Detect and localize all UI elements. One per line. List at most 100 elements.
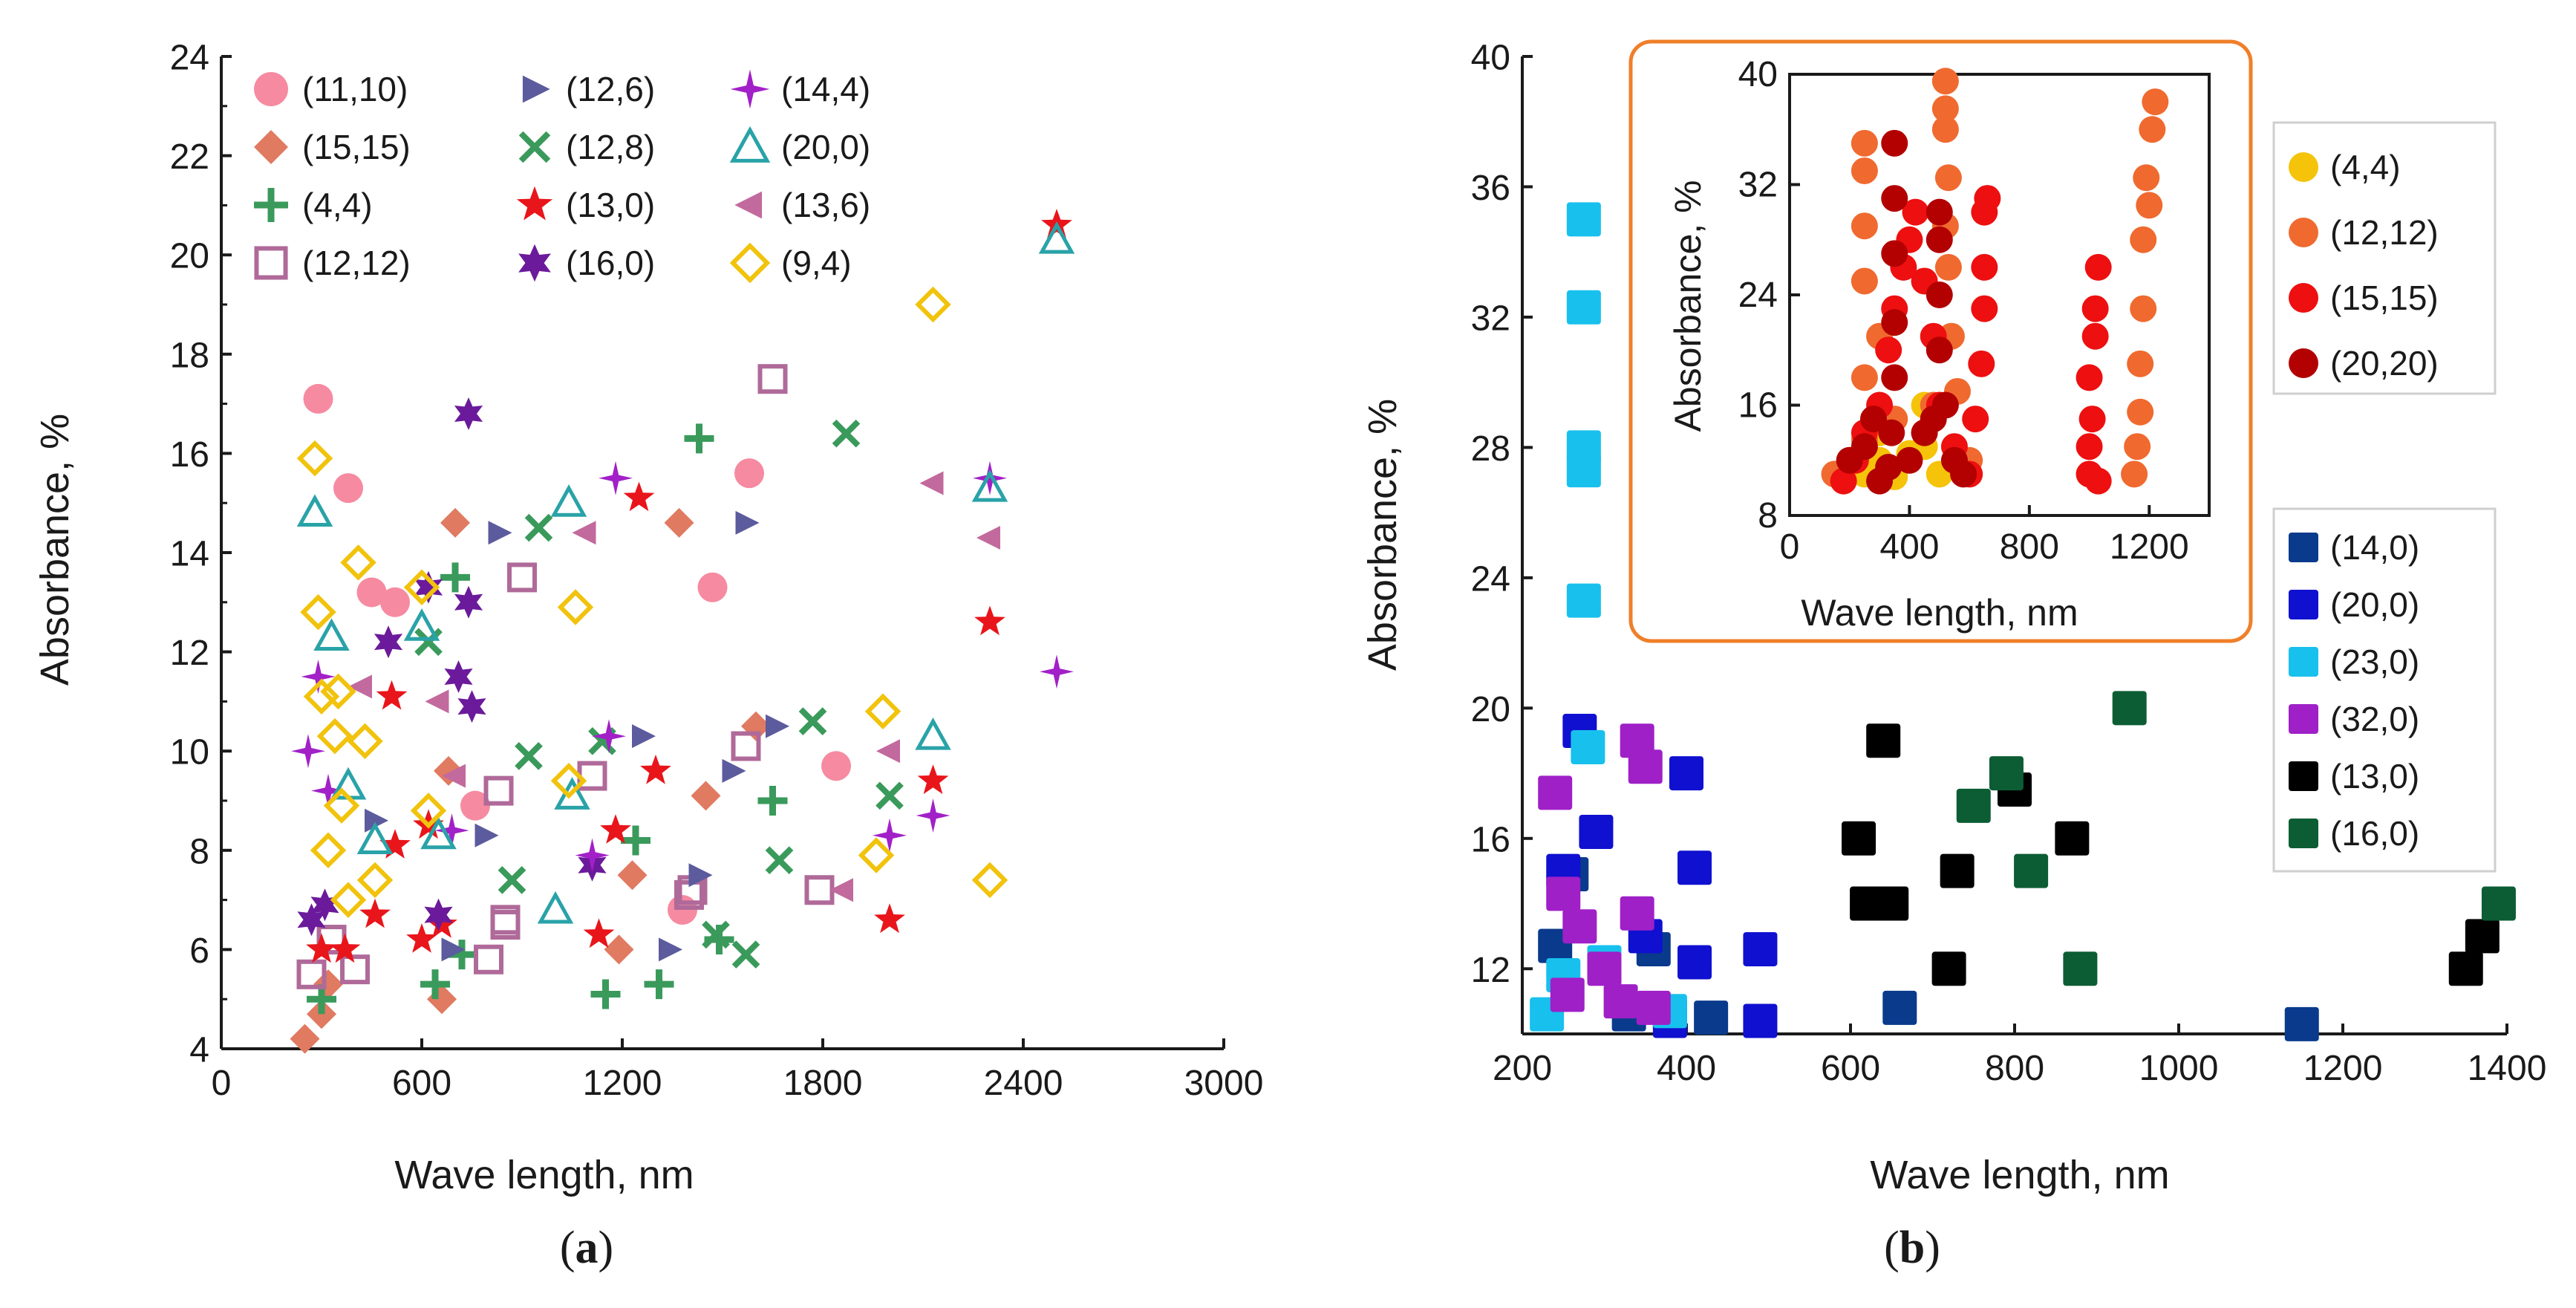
panel-a-legend-label-12-8: (12,8): [566, 128, 655, 166]
panel-a-point-14-4: [592, 719, 626, 754]
panel-a-y-tick-label: 8: [189, 832, 209, 871]
inset-point-12-12: [2127, 398, 2154, 426]
inset-point-20-20: [1881, 309, 1908, 336]
inset-point-15-15: [2084, 467, 2112, 495]
panel-a-point-14-4: [434, 813, 469, 848]
panel-a-legend-marker-12-12: [254, 246, 288, 280]
panel-a-point-15-15: [617, 860, 648, 891]
panel-a-point-12-8: [731, 940, 760, 969]
panel-a-x-tick-label: 3000: [1184, 1064, 1264, 1103]
panel-a-point-16-0: [310, 888, 339, 922]
panel-b-y-tick-label: 32: [1471, 299, 1510, 338]
panel-a-point-4-4: [440, 562, 470, 593]
inset-legend-label-20-20: (20,20): [2330, 344, 2439, 383]
inset-point-12-12: [2130, 295, 2157, 322]
panel-a-point-4-4: [757, 786, 788, 816]
inset-y-tick-label: 8: [1758, 496, 1778, 536]
panel-a-point-9-4: [310, 832, 347, 869]
inset-point-12-12: [2139, 116, 2166, 143]
panel-a-point-16-0: [444, 660, 473, 693]
panel-a-point-13-6: [572, 521, 596, 545]
inset-point-12-12: [1931, 68, 1959, 95]
panel-a-y-tick-label: 14: [170, 535, 209, 574]
panel-a-point-12-6: [441, 937, 466, 962]
inset-point-15-15: [1962, 406, 1989, 433]
panel-a-y-tick-label: 24: [170, 39, 209, 78]
inset-legend-label-15-15: (15,15): [2330, 279, 2439, 317]
panel-b-legend-label-16-0: (16,0): [2330, 814, 2419, 853]
panel-a-point-9-4: [303, 678, 340, 715]
panel-a-point-13-0: [874, 903, 905, 934]
panel-b-y-tick-label: 16: [1471, 820, 1510, 859]
panel-b-y-tick-label: 20: [1471, 690, 1510, 729]
panel-a-point-13-0: [406, 923, 437, 953]
panel-a-point-13-0: [600, 814, 631, 844]
panel-a-point-20-0: [356, 821, 394, 854]
panel-a-point-4-4: [684, 423, 714, 454]
panel-b-y-tick-label: 12: [1471, 951, 1510, 990]
panel-b-y-tick-label: 40: [1471, 39, 1510, 78]
panel-b-point-20-0: [1579, 815, 1614, 850]
panel-a-point-11-10: [697, 572, 728, 602]
panel-a-legend-marker-16-0: [518, 244, 551, 282]
panel-b-point-13-0: [1866, 723, 1901, 758]
panel-a-point-9-4: [864, 693, 901, 730]
inset-point-12-12: [1851, 129, 1878, 157]
panel-a-point-4-4: [307, 984, 336, 1015]
inset-point-20-20: [1926, 198, 1953, 226]
panel-b-point-16-0: [1956, 788, 1991, 823]
panel-b-point-32-0: [1538, 775, 1573, 810]
inset-point-12-12: [2136, 192, 2163, 219]
inset-point-20-20: [1926, 282, 1953, 308]
panel-a-point-14-4: [291, 734, 325, 769]
panel-a-point-12-12: [577, 761, 607, 791]
panel-a-point-15-15: [427, 984, 457, 1015]
panel-a-point-14-4: [1040, 654, 1074, 689]
panel-a-point-9-4: [323, 787, 360, 824]
inset-point-12-12: [2121, 461, 2148, 488]
panel-a-point-9-4: [296, 440, 333, 477]
panel-a-point-11-10: [821, 751, 851, 781]
panel-a-x-tick-label: 600: [392, 1064, 451, 1103]
panel-a-point-12-12: [296, 959, 327, 989]
inset-y-tick-label: 24: [1738, 276, 1778, 315]
panel-a-chart: 0 600 1200 1800 2400 30004681012141618202224 …: [33, 39, 1263, 1198]
panel-b-point-23-0: [1566, 202, 1601, 237]
panel-b-point-23-0: [1571, 729, 1605, 764]
panel-b-point-20-0: [1743, 931, 1778, 966]
panel-b-point-13-0: [2448, 951, 2483, 986]
inset-point-12-12: [2133, 164, 2160, 192]
panel-a-point-13-0: [917, 764, 949, 795]
panel-b-x-tick-label: 1000: [2139, 1049, 2219, 1088]
panel-a-y-axis-label: Absorbance, %: [33, 414, 77, 686]
panel-b-legend-label-23-0: (23,0): [2330, 642, 2419, 681]
panel-a-x-tick-label: 0: [212, 1064, 232, 1103]
panel-a-point-12-6: [735, 510, 760, 535]
panel-a-point-20-0: [550, 484, 587, 517]
panel-a-point-11-10: [734, 458, 764, 489]
panel-a-point-20-0: [971, 469, 1008, 502]
inset-legend-label-12-12: (12,12): [2330, 213, 2439, 252]
inset-point-12-12: [1931, 116, 1959, 143]
panel-a-point-20-0: [403, 608, 440, 641]
panel-a-point-12-8: [414, 628, 443, 657]
panel-a-axes: 0 600 1200 1800 2400 3000 4 6 8 10 12 14 16 18 20 22 24: [170, 39, 1264, 1104]
panel-a-y-tick-label: 12: [170, 634, 209, 673]
inset-x-tick-label: 800: [2000, 527, 2059, 567]
inset-point-12-12: [1931, 95, 1959, 123]
panel-a-legend-label-4-4: (4,4): [302, 186, 373, 224]
panel-a-point-12-12: [757, 364, 788, 394]
panel-a-point-9-4: [340, 544, 376, 581]
panel-a-legend-label-16-0: (16,0): [566, 244, 655, 282]
panel-b-y-tick-label: 24: [1471, 559, 1510, 599]
panel-b-legend: (14,0) (20,0) (23,0) (32,0) (13,0) (16,0): [2272, 507, 2497, 873]
panel-a-x-tick-label: 1200: [583, 1064, 662, 1103]
inset-point-20-20: [1950, 461, 1977, 488]
panel-b-point-32-0: [1620, 723, 1654, 758]
inset-point-15-15: [1902, 198, 1929, 226]
panel-b-point-32-0: [1603, 984, 1638, 1019]
inset-y-tick-label: 32: [1738, 166, 1778, 205]
panel-b-legend-marker-32-0: [2289, 704, 2318, 734]
panel-a-legend-marker-9-4: [729, 242, 771, 284]
